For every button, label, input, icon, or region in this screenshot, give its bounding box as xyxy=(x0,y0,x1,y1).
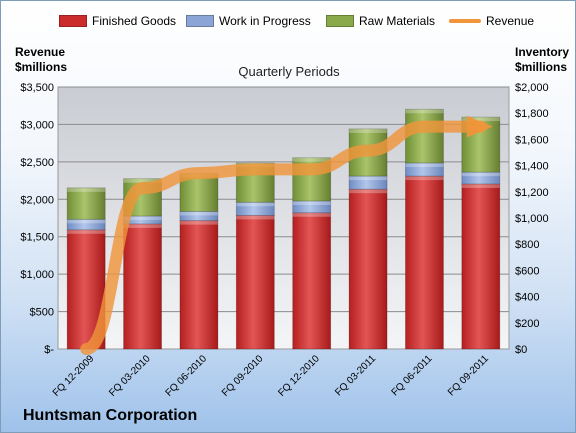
bar-raw-materials xyxy=(66,187,106,220)
bar-raw-materials xyxy=(461,116,501,173)
bar-work-in-progress-bevel xyxy=(461,172,500,177)
legend-swatch-revenue xyxy=(449,19,481,23)
legend: Finished Goods Work in Progress Raw Mate… xyxy=(1,14,575,34)
legend-label-revenue: Revenue xyxy=(486,14,535,28)
legend-swatch-work-in-progress xyxy=(186,15,214,27)
bar-work-in-progress-bevel xyxy=(67,219,106,224)
bar-raw-materials-bevel xyxy=(461,117,500,122)
bar-raw-materials-bevel xyxy=(405,109,444,114)
category-label: FQ 03-2011 xyxy=(333,353,378,398)
right-tick-label: $400 xyxy=(515,292,539,304)
chart-subtitle: Quarterly Periods xyxy=(238,64,340,79)
bar-finished-goods xyxy=(292,212,332,350)
bar-work-in-progress-bevel xyxy=(292,200,331,205)
right-axis-title: Inventory $millions xyxy=(515,45,570,74)
legend-label-raw-materials: Raw Materials xyxy=(359,14,436,28)
left-tick-label: $- xyxy=(44,344,54,356)
bar-finished-goods-bevel xyxy=(236,215,275,220)
left-tick-label: $2,000 xyxy=(20,194,54,206)
bar-finished-goods-bevel xyxy=(67,229,106,234)
bar-finished-goods-bevel xyxy=(123,223,162,228)
right-tick-label: $200 xyxy=(515,318,539,330)
right-tick-label: $1,200 xyxy=(515,187,549,199)
bar-finished-goods xyxy=(235,214,275,350)
category-label: FQ 09-2010 xyxy=(220,353,266,399)
legend-item-finished-goods: Finished Goods xyxy=(59,14,176,28)
bar-finished-goods xyxy=(461,183,501,350)
bar-raw-materials-bevel xyxy=(67,187,106,192)
left-tick-label: $1,000 xyxy=(20,269,54,281)
bar-work-in-progress-bevel xyxy=(123,216,162,221)
category-label: FQ 06-2011 xyxy=(390,353,435,398)
bar-raw-materials xyxy=(405,108,444,164)
bar-finished-goods xyxy=(123,223,162,350)
legend-item-raw-materials: Raw Materials xyxy=(326,14,435,28)
legend-item-revenue: Revenue xyxy=(449,14,534,28)
right-tick-label: $1,800 xyxy=(515,108,549,120)
revenue-line xyxy=(80,120,487,355)
left-tick-label: $1,500 xyxy=(20,232,54,244)
right-tick-label: $800 xyxy=(515,239,539,251)
bar-finished-goods xyxy=(405,175,444,350)
right-tick-label: $600 xyxy=(515,265,539,277)
right-tick-label: $2,000 xyxy=(515,82,549,94)
bar-finished-goods-bevel xyxy=(179,220,218,225)
bar-finished-goods xyxy=(179,220,219,350)
left-tick-label: $2,500 xyxy=(20,157,54,169)
bar-raw-materials-bevel xyxy=(349,128,388,133)
bar-raw-materials-bevel xyxy=(292,157,331,162)
category-label: FQ 03-2010 xyxy=(107,353,153,399)
right-tick-label: $1,400 xyxy=(515,161,549,173)
left-tick-label: $3,500 xyxy=(20,82,54,94)
category-label: FQ 12-2009 xyxy=(51,353,97,399)
bar-finished-goods-bevel xyxy=(292,212,331,217)
category-label: FQ 09-2011 xyxy=(446,353,491,398)
left-tick-label: $500 xyxy=(30,307,54,319)
category-label: FQ 06-2010 xyxy=(164,353,210,399)
bar-finished-goods-bevel xyxy=(461,183,500,188)
bar-work-in-progress-bevel xyxy=(349,176,388,181)
legend-swatch-finished-goods xyxy=(59,15,87,27)
left-tick-label: $3,000 xyxy=(20,119,54,131)
legend-label-work-in-progress: Work in Progress xyxy=(219,14,311,28)
bar-finished-goods-bevel xyxy=(349,189,388,194)
right-tick-label: $0 xyxy=(515,344,527,356)
left-axis-title: Revenue $millions xyxy=(15,45,68,74)
bar-raw-materials-bevel xyxy=(123,178,162,183)
bar-work-in-progress-bevel xyxy=(179,211,218,216)
bar-work-in-progress-bevel xyxy=(236,202,275,207)
right-tick-label: $1,000 xyxy=(515,213,549,225)
legend-label-finished-goods: Finished Goods xyxy=(92,14,177,28)
bar-finished-goods-bevel xyxy=(405,176,444,181)
bar-work-in-progress-bevel xyxy=(405,162,444,167)
category-label: FQ 12-2010 xyxy=(276,353,322,399)
legend-swatch-raw-materials xyxy=(326,15,354,27)
right-tick-label: $1,600 xyxy=(515,134,549,146)
bar-finished-goods xyxy=(348,188,388,350)
revenue-arrowhead xyxy=(466,115,493,138)
company-name: Huntsman Corporation xyxy=(23,407,198,424)
legend-item-work-in-progress: Work in Progress xyxy=(186,14,311,28)
